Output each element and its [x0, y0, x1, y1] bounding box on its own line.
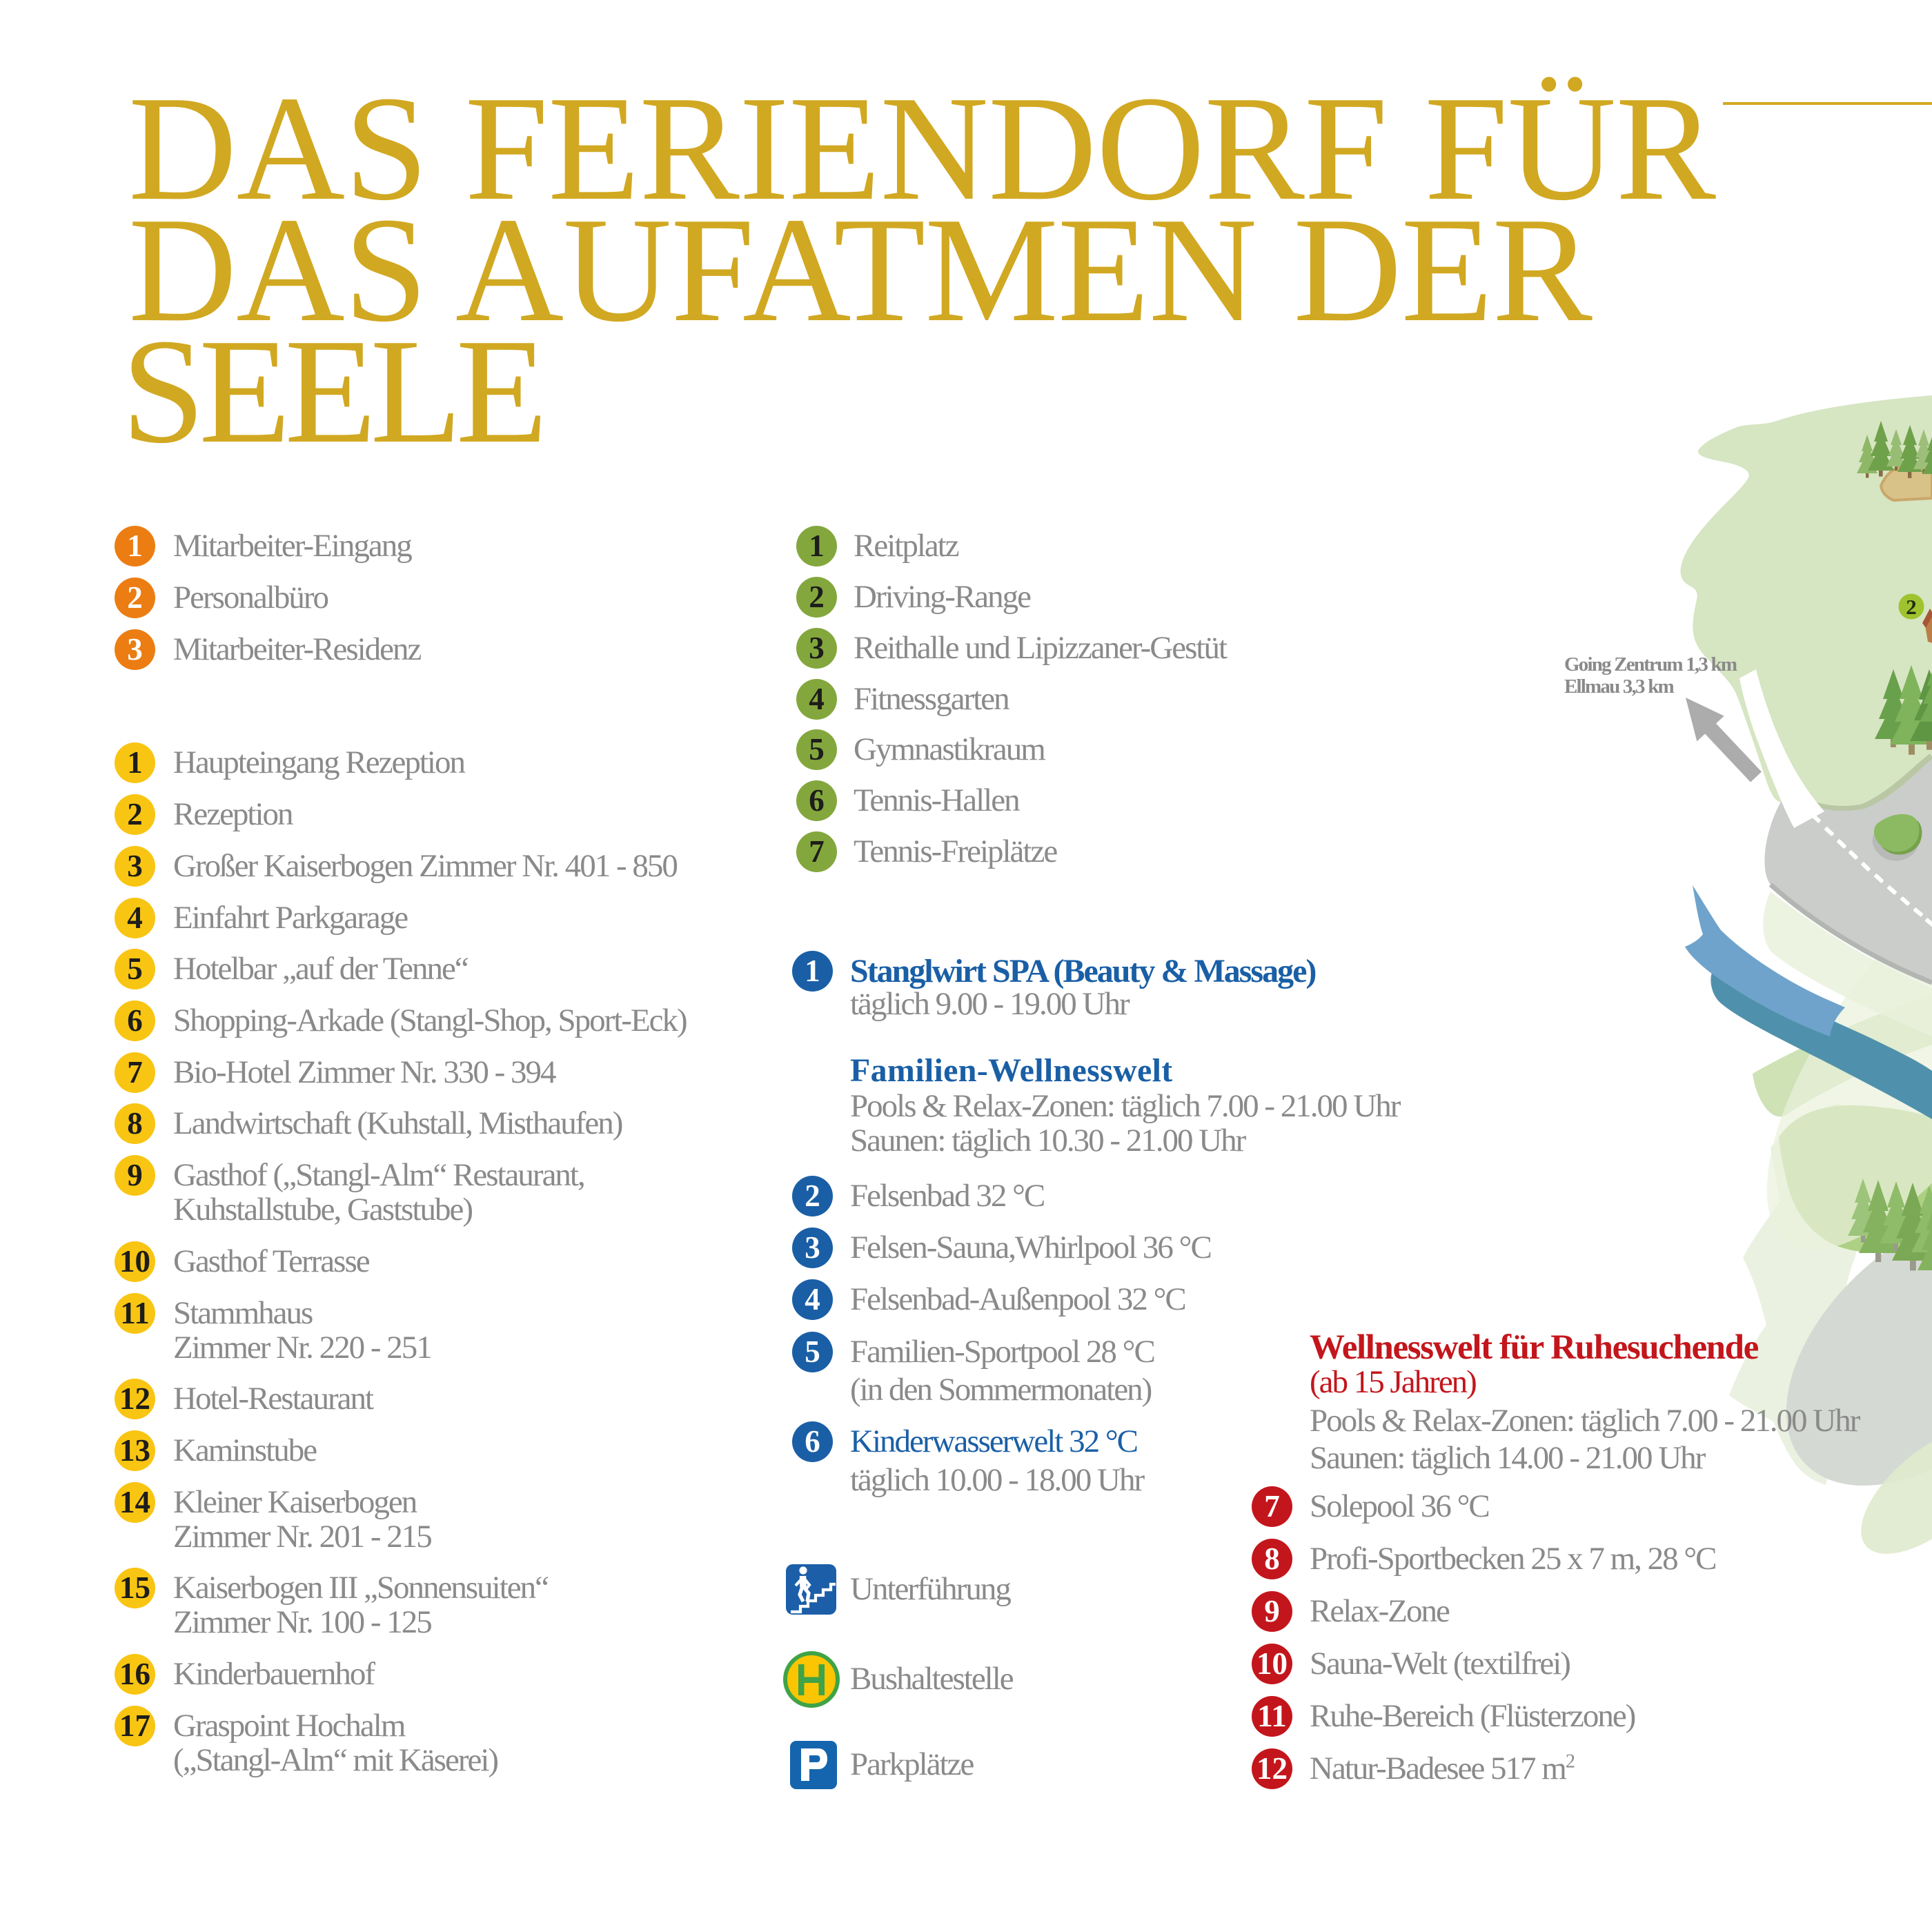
svg-text:2: 2: [1906, 595, 1917, 619]
